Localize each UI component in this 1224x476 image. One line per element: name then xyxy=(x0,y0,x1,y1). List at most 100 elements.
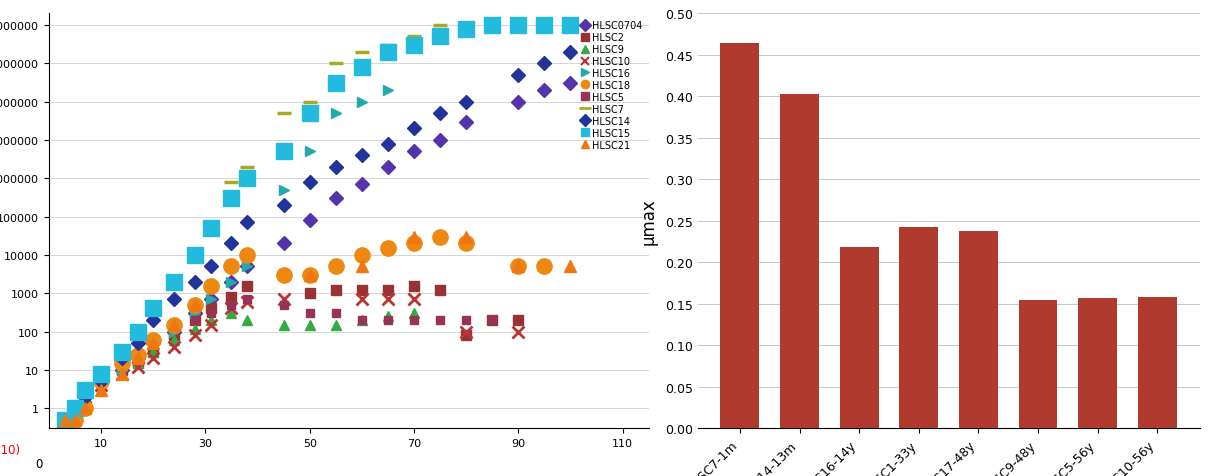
Bar xyxy=(780,95,819,428)
HLSC2 xyxy=(510,317,525,323)
HLSC15 xyxy=(510,23,525,29)
HLSC18 xyxy=(328,264,343,270)
HLSC10 xyxy=(355,297,370,302)
HLSC0704 xyxy=(459,119,474,125)
HLSC5 xyxy=(485,317,499,323)
HLSC18 xyxy=(115,360,130,366)
HLSC9 xyxy=(187,326,202,332)
HLSC15 xyxy=(146,306,160,312)
HLSC14 xyxy=(146,317,160,323)
HLSC9 xyxy=(78,406,93,411)
HLSC5 xyxy=(355,317,370,323)
Bar xyxy=(721,44,759,428)
HLSC7 xyxy=(355,50,370,55)
HLSC2 xyxy=(94,379,109,385)
HLSC18 xyxy=(240,252,255,258)
HLSC0704 xyxy=(94,379,109,385)
HLSC0704 xyxy=(510,99,525,105)
HLSC14 xyxy=(94,379,109,385)
HLSC15 xyxy=(381,50,395,55)
HLSC2 xyxy=(58,417,72,423)
HLSC21 xyxy=(130,356,144,361)
HLSC21 xyxy=(563,264,578,270)
HLSC21 xyxy=(355,264,370,270)
HLSC14 xyxy=(203,264,218,270)
HLSC18 xyxy=(94,379,109,385)
HLSC10 xyxy=(94,383,109,388)
HLSC7 xyxy=(381,43,395,49)
HLSC21 xyxy=(58,417,72,423)
HLSC7 xyxy=(510,23,525,29)
HLSC21 xyxy=(115,371,130,377)
HLSC18 xyxy=(510,264,525,270)
HLSC14 xyxy=(381,141,395,147)
HLSC15 xyxy=(485,23,499,29)
HLSC2 xyxy=(433,288,448,293)
HLSC10 xyxy=(187,333,202,338)
HLSC15 xyxy=(240,176,255,182)
HLSC21 xyxy=(78,406,93,411)
HLSC18 xyxy=(459,241,474,247)
HLSC2 xyxy=(203,306,218,312)
Line: HLSC7: HLSC7 xyxy=(224,19,578,189)
HLSC10 xyxy=(166,344,181,350)
HLSC0704 xyxy=(240,264,255,270)
HLSC2 xyxy=(224,295,239,300)
HLSC21 xyxy=(94,387,109,393)
HLSC15 xyxy=(302,111,317,117)
HLSC7 xyxy=(537,23,552,29)
HLSC0704 xyxy=(302,218,317,224)
HLSC9 xyxy=(381,314,395,319)
HLSC14 xyxy=(563,50,578,55)
HLSC9 xyxy=(277,322,291,328)
HLSC16 xyxy=(130,356,144,361)
HLSC14 xyxy=(510,73,525,79)
HLSC7 xyxy=(302,99,317,105)
HLSC15 xyxy=(166,279,181,285)
HLSC5 xyxy=(459,317,474,323)
HLSC14 xyxy=(328,165,343,170)
HLSC0704 xyxy=(406,149,421,155)
Line: HLSC9: HLSC9 xyxy=(60,309,419,425)
HLSC9 xyxy=(355,317,370,323)
HLSC5 xyxy=(328,311,343,317)
HLSC5 xyxy=(224,302,239,308)
HLSC5 xyxy=(406,317,421,323)
HLSC18 xyxy=(224,264,239,270)
HLSC15 xyxy=(58,417,72,423)
HLSC10 xyxy=(277,297,291,302)
HLSC0704 xyxy=(381,165,395,170)
HLSC18 xyxy=(187,302,202,308)
HLSC15 xyxy=(563,23,578,29)
HLSC7 xyxy=(485,23,499,29)
Line: HLSC2: HLSC2 xyxy=(60,282,523,425)
HLSC16 xyxy=(355,99,370,105)
HLSC18 xyxy=(58,417,72,423)
HLSC2 xyxy=(146,349,160,355)
HLSC2 xyxy=(381,288,395,293)
HLSC10 xyxy=(67,406,82,411)
HLSC21 xyxy=(459,234,474,240)
HLSC14 xyxy=(224,241,239,247)
HLSC14 xyxy=(355,153,370,159)
HLSC0704 xyxy=(203,297,218,302)
HLSC2 xyxy=(485,317,499,323)
Line: HLSC14: HLSC14 xyxy=(60,48,575,425)
HLSC18 xyxy=(166,322,181,328)
HLSC9 xyxy=(406,311,421,317)
HLSC2 xyxy=(328,288,343,293)
HLSC2 xyxy=(130,360,144,366)
HLSC15 xyxy=(277,149,291,155)
Line: HLSC0704: HLSC0704 xyxy=(60,79,575,425)
HLSC18 xyxy=(130,352,144,358)
HLSC10 xyxy=(240,299,255,305)
HLSC0704 xyxy=(115,367,130,373)
HLSC5 xyxy=(277,302,291,308)
HLSC14 xyxy=(406,126,421,132)
HLSC18 xyxy=(78,406,93,411)
HLSC5 xyxy=(203,311,218,317)
Text: (10): (10) xyxy=(0,443,21,456)
Line: HLSC10: HLSC10 xyxy=(59,294,524,426)
HLSC0704 xyxy=(187,311,202,317)
HLSC16 xyxy=(67,406,82,411)
